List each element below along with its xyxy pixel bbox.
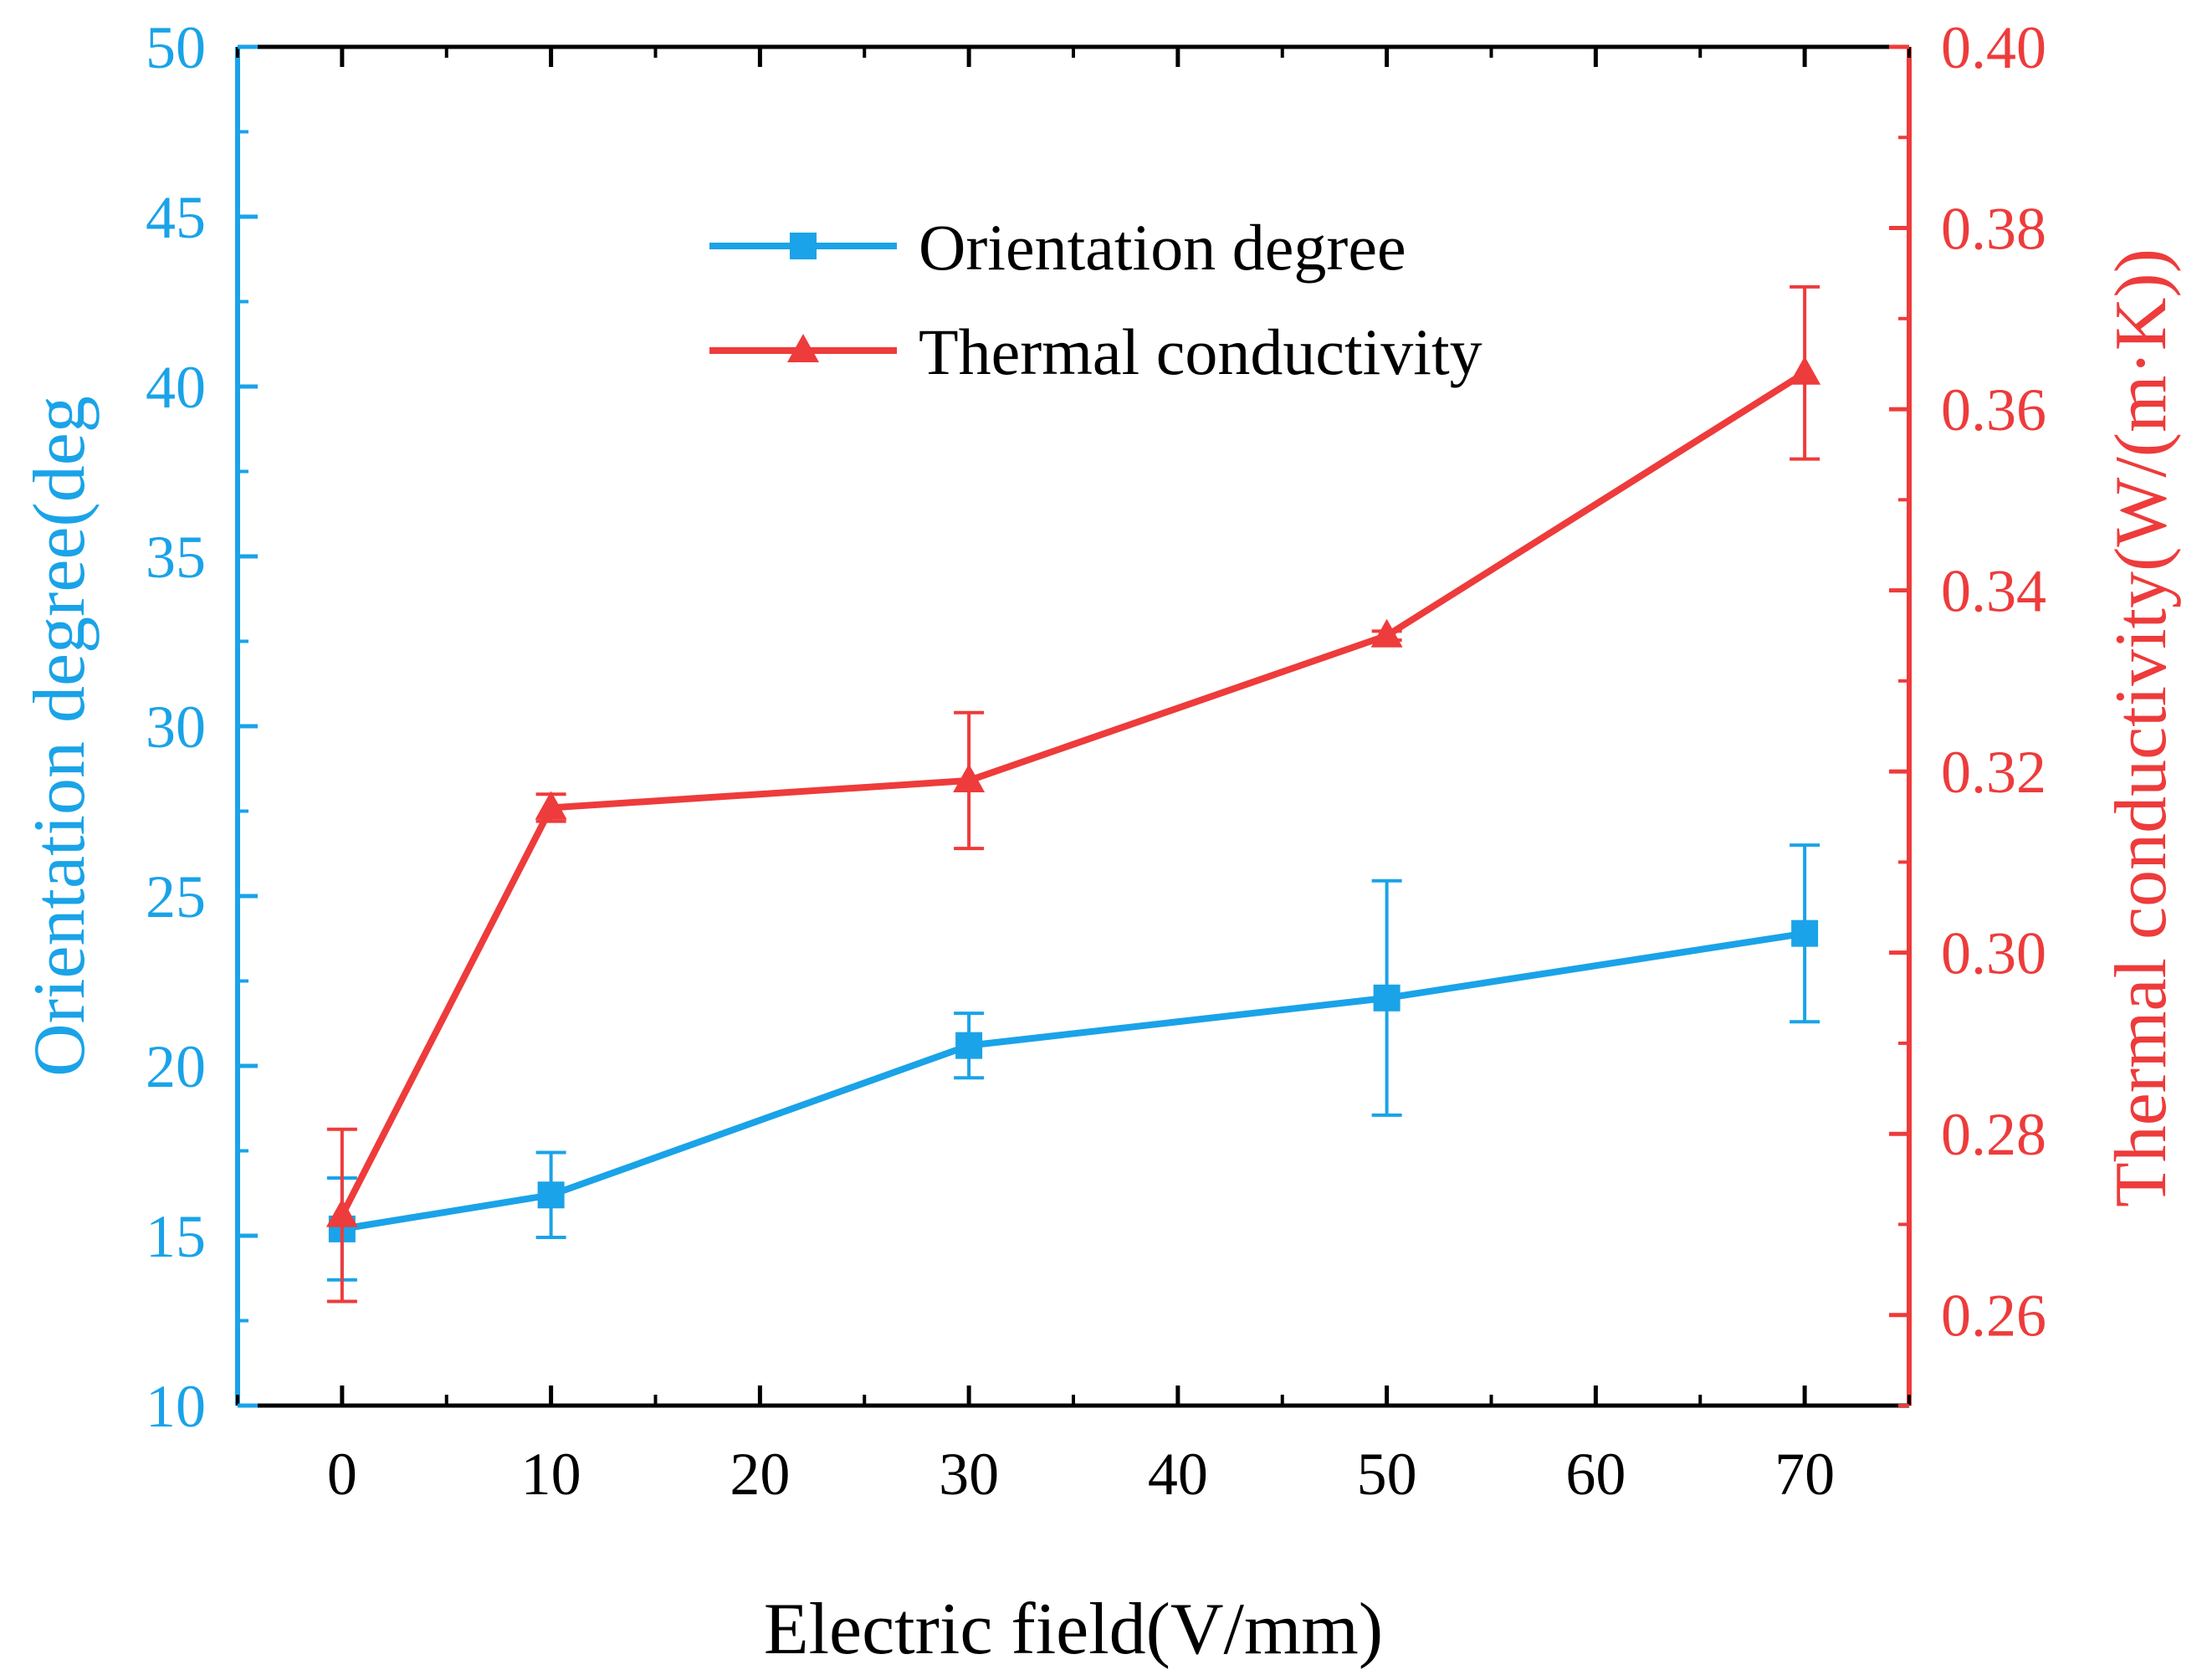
x-tick-label: 0 <box>327 1441 357 1508</box>
data-point-triangle <box>1789 356 1821 385</box>
right-y-tick-label: 0.40 <box>1941 14 2046 81</box>
x-tick-label: 30 <box>939 1441 999 1508</box>
right-y-tick-label: 0.34 <box>1941 558 2046 625</box>
data-point-triangle <box>325 1198 358 1227</box>
x-tick-label: 20 <box>730 1441 790 1508</box>
right-y-tick-label: 0.26 <box>1941 1283 2046 1350</box>
data-point-triangle <box>1370 618 1403 648</box>
data-point-square <box>955 1032 983 1059</box>
left-y-tick-label: 45 <box>146 184 206 251</box>
left-y-tick-label: 15 <box>146 1203 206 1270</box>
left-y-tick-label: 35 <box>146 524 206 591</box>
x-axis-title: Electric field(V/mm) <box>764 1589 1383 1670</box>
data-point-square <box>1791 919 1819 947</box>
series-thermal-conductivity <box>325 284 1821 1304</box>
data-point-square <box>1373 984 1400 1012</box>
x-tick-label: 60 <box>1565 1441 1626 1508</box>
legend-label-orientation-degree: Orientation degree <box>919 211 1406 284</box>
left-y-tick-label: 10 <box>146 1373 206 1440</box>
left-y-tick-label: 50 <box>146 14 206 81</box>
right-y-axis-title: Thermal conductivity(W/(m·K)) <box>2101 248 2182 1207</box>
left-y-tick-label: 20 <box>146 1033 206 1100</box>
data-point-triangle <box>953 763 986 792</box>
x-tick-label: 40 <box>1148 1441 1208 1508</box>
data-series <box>325 284 1821 1304</box>
legend-marker-triangle <box>787 334 819 362</box>
left-y-tick-label: 40 <box>146 354 206 421</box>
right-y-tick-label: 0.38 <box>1941 196 2046 263</box>
right-y-tick-label: 0.36 <box>1941 376 2046 443</box>
axis-ticks: 0 10 20 30 40 50 60 70 10 15 20 25 30 35 40 45 50 0.26 0.2… <box>146 14 2046 1508</box>
legend-label-thermal-conductivity: Thermal conductivity <box>919 315 1482 388</box>
right-y-tick-label: 0.32 <box>1941 739 2046 806</box>
x-tick-label: 10 <box>521 1441 581 1508</box>
legend-marker-square <box>790 233 817 259</box>
data-point-square <box>537 1181 565 1209</box>
x-tick-label: 50 <box>1357 1441 1417 1508</box>
left-y-tick-label: 30 <box>146 694 206 761</box>
right-y-tick-label: 0.28 <box>1941 1101 2046 1168</box>
data-point-triangle <box>535 791 567 820</box>
right-y-tick-label: 0.30 <box>1941 920 2046 987</box>
legend: Orientation degree Thermal conductivity <box>709 211 1482 388</box>
left-y-axis-title: Orientation degree(deg <box>19 396 100 1077</box>
series-orientation-degree <box>326 843 1820 1282</box>
axis-titles: Electric field(V/mm) Orientation degree(… <box>19 248 2182 1670</box>
x-tick-label: 70 <box>1774 1441 1835 1508</box>
left-y-tick-label: 25 <box>146 863 206 930</box>
